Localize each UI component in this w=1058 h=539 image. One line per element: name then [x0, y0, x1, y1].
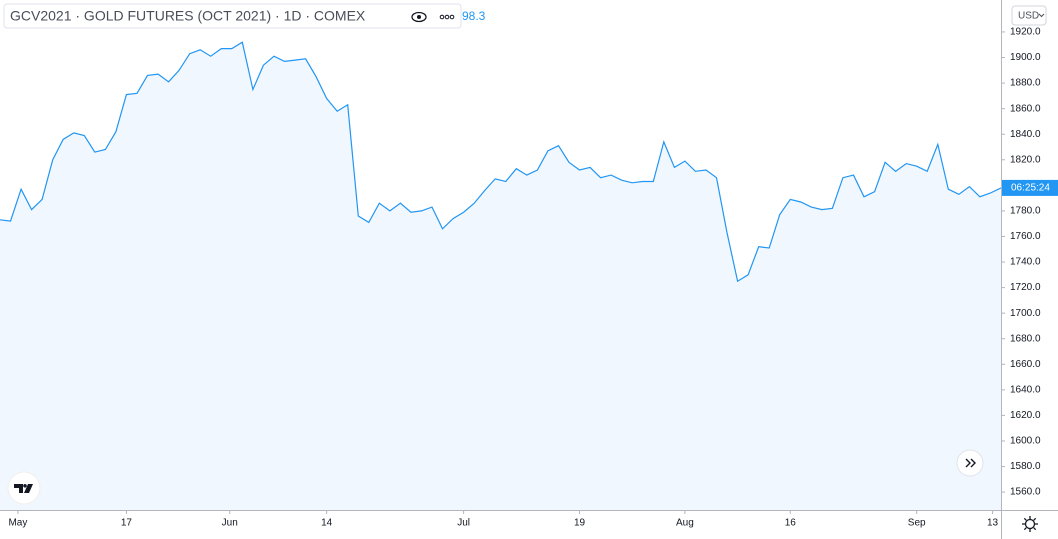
y-tick-label: 1780.0 [1010, 206, 1041, 217]
y-tick-label: 1640.0 [1010, 384, 1041, 395]
x-tick-label: 14 [321, 518, 333, 529]
x-tick-label: 17 [121, 518, 133, 529]
more-icon[interactable] [439, 14, 455, 20]
y-tick-label: 1760.0 [1010, 231, 1041, 242]
y-tick-label: 1880.0 [1010, 78, 1041, 89]
legend-value: 98.3 [462, 9, 486, 23]
y-tick-label: 1660.0 [1010, 359, 1041, 370]
x-tick-label: May [8, 518, 27, 529]
currency-button[interactable] [1011, 5, 1047, 26]
price-line [0, 41, 1002, 283]
legend-box[interactable] [3, 3, 462, 29]
x-tick-label: Jun [222, 518, 238, 529]
scroll-to-realtime[interactable] [956, 449, 984, 477]
y-tick-label: 1580.0 [1010, 461, 1041, 472]
y-tick-label: 1700.0 [1010, 308, 1041, 319]
x-tick-label: Sep [908, 518, 926, 529]
x-tick-label: 19 [574, 518, 586, 529]
x-tick-label: Jul [457, 518, 470, 529]
legend-title: GCV2021 · GOLD FUTURES (OCT 2021) · 1D ·… [10, 8, 366, 24]
y-tick-label: 1920.0 [1010, 27, 1041, 38]
y-tick-label: 1840.0 [1010, 129, 1041, 140]
y-tick-label: 1900.0 [1010, 52, 1041, 63]
x-tick-label: Aug [676, 518, 694, 529]
settings-icon[interactable] [1022, 516, 1038, 532]
x-tick-label: 13 [987, 518, 999, 529]
y-tick-label: 1740.0 [1010, 257, 1041, 268]
countdown-label: 06:25:24 [1011, 183, 1050, 194]
y-tick-label: 1600.0 [1010, 436, 1041, 447]
y-tick-label: 1820.0 [1010, 154, 1041, 165]
y-tick-label: 1620.0 [1010, 410, 1041, 421]
y-tick-label: 1560.0 [1010, 487, 1041, 498]
plot-area [0, 41, 1002, 510]
area-fill [0, 42, 1001, 510]
tradingview-logo[interactable] [7, 471, 41, 505]
countdown-badge [1002, 179, 1058, 196]
currency-label: USD [1018, 11, 1039, 22]
y-tick-label: 1680.0 [1010, 333, 1041, 344]
currency-caret [1038, 13, 1045, 18]
y-tick-label: 1720.0 [1010, 282, 1041, 293]
y-tick-label: 1860.0 [1010, 103, 1041, 114]
eye-icon[interactable] [411, 11, 427, 23]
x-tick-label: 16 [785, 518, 797, 529]
